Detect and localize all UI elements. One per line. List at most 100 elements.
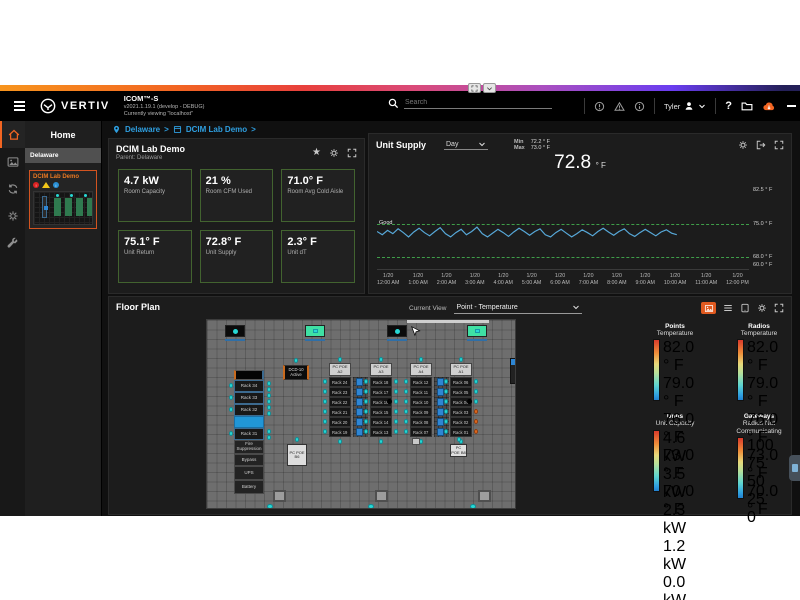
rack-row-header[interactable]: PC POE A2 (329, 363, 351, 376)
search-icon (388, 98, 399, 109)
user-name: Tyler (664, 101, 681, 111)
gear-icon[interactable] (329, 148, 339, 158)
infra-cell[interactable] (234, 416, 264, 428)
rack[interactable]: Rack 19 (329, 427, 351, 437)
expand-icon[interactable] (774, 140, 784, 150)
metric-tile[interactable]: 72.8° F Unit Supply (199, 230, 274, 283)
expand-icon[interactable] (347, 148, 357, 158)
nav-tools[interactable] (0, 229, 25, 256)
rack[interactable]: Rack 14 (370, 417, 392, 427)
rack[interactable]: Rack 21 (329, 407, 351, 417)
chevron-down-icon (572, 303, 580, 311)
nav-sync[interactable] (0, 175, 25, 202)
cooling-unit[interactable] (387, 325, 407, 337)
tick-date: 1/20 (583, 273, 594, 279)
infra-cell[interactable]: Battery (234, 480, 264, 494)
tick-date: 1/20 (640, 273, 651, 279)
rack-row-header[interactable]: PC POE A4 (410, 363, 432, 376)
rack[interactable]: Rack 10 (410, 397, 432, 407)
nav-settings[interactable] (0, 202, 25, 229)
user-menu[interactable]: Tyler (664, 101, 706, 111)
cooling-unit[interactable] (225, 325, 245, 337)
expand-icon[interactable] (774, 303, 784, 313)
chevron-down-icon (478, 140, 486, 148)
folder-icon[interactable] (741, 100, 753, 112)
export-icon[interactable] (756, 140, 766, 150)
menu-icon[interactable] (6, 101, 32, 111)
rack[interactable]: Rack 11 (410, 387, 432, 397)
rack[interactable]: Rack 12 (410, 377, 432, 387)
list-view-icon[interactable] (723, 303, 733, 313)
infra-cell[interactable]: Fire Suppression (234, 440, 264, 454)
equipment-box[interactable]: DCD-10 Active (283, 365, 309, 380)
range-select[interactable]: Day (444, 140, 488, 150)
nav-rail (0, 121, 25, 516)
cooling-unit[interactable] (305, 325, 325, 337)
rack[interactable]: Rack 08 (410, 417, 432, 427)
device-view-icon[interactable] (740, 303, 750, 313)
rack[interactable]: Rack 01 (450, 427, 472, 437)
cooling-unit[interactable] (467, 325, 487, 337)
rack[interactable]: Rack 18 (370, 377, 392, 387)
alerts-icon[interactable] (594, 101, 605, 112)
sidebar-card-dcim-lab-demo[interactable]: DCIM Lab Demo ! i (29, 170, 97, 229)
sidebar-item-delaware[interactable]: Delaware (25, 148, 101, 163)
floor-plan-canvas[interactable]: Rack 34 Rack 33 Rack 32 Rack 31 Fire Suppres… (206, 319, 516, 509)
rack-row-header[interactable]: PC POE A3 (370, 363, 392, 376)
rack[interactable]: Rack 02 (450, 417, 472, 427)
infra-cell[interactable] (234, 370, 264, 380)
restore-window-icon[interactable] (468, 83, 481, 93)
rack[interactable]: Rack 20 (329, 417, 351, 427)
view-select[interactable]: Point - Temperature (454, 303, 583, 314)
rack[interactable]: Rack 22 (329, 397, 351, 407)
rack[interactable]: Rack 23 (329, 387, 351, 397)
rack[interactable]: Rack 13 (370, 427, 392, 437)
edge-tab[interactable] (789, 455, 800, 481)
map-view-button[interactable] (701, 302, 716, 314)
metric-tile[interactable]: 4.7 kW Room Capacity (118, 169, 192, 222)
rack[interactable]: Rack 15 (370, 407, 392, 417)
rack[interactable]: Rack 05 (450, 387, 472, 397)
rack-row-header[interactable]: PC POE A1 (450, 363, 472, 376)
sensor-dot (404, 409, 408, 414)
metric-tile[interactable]: 71.0° F Room Avg Cold Aisle (281, 169, 355, 222)
rack[interactable]: Rack 34 (234, 380, 264, 392)
rack[interactable]: Rack 09 (410, 407, 432, 417)
help-button[interactable]: ? (725, 100, 732, 112)
rack[interactable]: Rack 03 (450, 407, 472, 417)
rack[interactable]: Rack 06 (450, 377, 472, 387)
equipment-box[interactable]: PC POE B8 (450, 444, 467, 457)
breadcrumb-page[interactable]: DCIM Lab Demo (185, 125, 248, 134)
legend-tick-label: 100 (747, 437, 774, 455)
metric-tile[interactable]: 75.1° F Unit Return (118, 230, 192, 283)
equipment-box[interactable]: PC POE B6 (287, 444, 307, 466)
nav-views[interactable] (0, 148, 25, 175)
rack[interactable]: Rack 17 (370, 387, 392, 397)
minimize-button[interactable] (787, 105, 796, 107)
scrollbar[interactable] (407, 320, 489, 323)
rack[interactable]: Rack 31 (234, 428, 264, 440)
rack[interactable]: Rack 33 (234, 392, 264, 404)
rack[interactable]: Rack 07 (410, 427, 432, 437)
zoom-slider[interactable] (510, 358, 515, 384)
warnings-icon[interactable] (614, 101, 625, 112)
favorite-star-icon[interactable]: ★ (312, 147, 321, 158)
gear-icon[interactable] (757, 303, 767, 313)
info-icon[interactable] (634, 101, 645, 112)
rack[interactable]: Rack 24 (329, 377, 351, 387)
alert-icon: ! (33, 182, 39, 188)
chevron-down-icon[interactable] (483, 83, 496, 93)
cloud-download-icon[interactable] (762, 100, 776, 113)
sensor-dot (404, 429, 408, 434)
gear-icon[interactable] (738, 140, 748, 150)
temperature-chart[interactable]: Good 82.5 ° F 75.0 ° F 68.0 ° F 60.0 ° F (377, 187, 772, 270)
infra-cell[interactable]: UPS (234, 466, 264, 480)
metric-tile[interactable]: 21 % Room CFM Used (199, 169, 274, 222)
search-input[interactable] (404, 97, 552, 109)
infra-cell[interactable]: Bypass (234, 454, 264, 466)
nav-home[interactable] (0, 121, 25, 148)
breadcrumb-site[interactable]: Delaware (125, 125, 161, 134)
user-icon (684, 101, 694, 111)
metric-tile[interactable]: 2.3° F Unit dT (281, 230, 355, 283)
rack[interactable]: Rack 32 (234, 404, 264, 416)
